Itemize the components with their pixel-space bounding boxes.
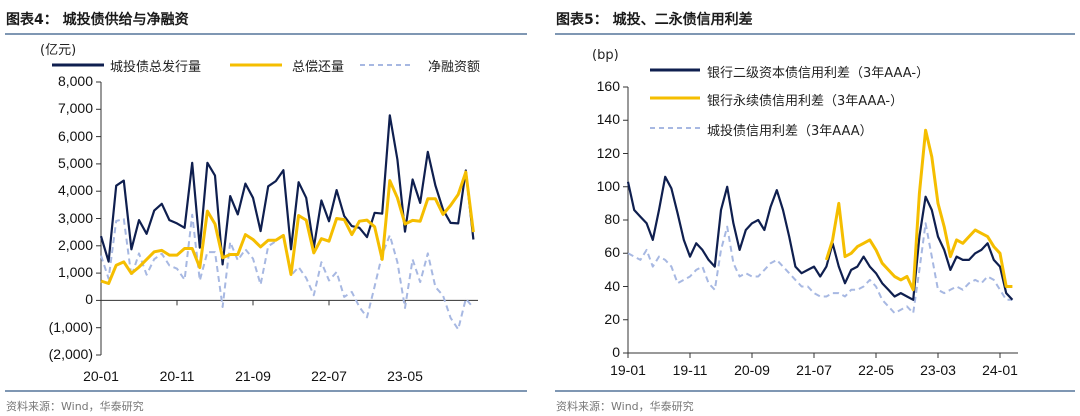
y-tick-label: 0 bbox=[85, 291, 93, 308]
legend-label-lgfv-spread: 城投债信用利差（3年AAA） bbox=[707, 124, 873, 139]
legend-label-tier2: 银行二级资本债信用利差（3年AAA-） bbox=[707, 66, 930, 81]
y-tick-label: 100 bbox=[596, 177, 620, 194]
y-tick-label: 2,000 bbox=[57, 236, 93, 253]
right-chart-title: 图表5： 城投、二永债信用利差 bbox=[556, 12, 753, 28]
x-tick-label: 19-01 bbox=[610, 362, 646, 378]
x-tick-label: 20-11 bbox=[159, 368, 195, 384]
y-tick-label: 40 bbox=[604, 277, 620, 294]
x-tick-label: 20-01 bbox=[83, 368, 119, 384]
x-tick-label: 21-07 bbox=[796, 362, 832, 378]
y-tick-label: 7,000 bbox=[57, 100, 93, 117]
left-chart-title: 图表4： 城投债供给与净融资 bbox=[6, 12, 189, 28]
y-tick-label: (2,000) bbox=[48, 346, 93, 362]
y-tick-label: (1,000) bbox=[48, 318, 93, 335]
series-line-1 bbox=[824, 128, 1013, 292]
right-bottom-rule bbox=[555, 390, 1075, 392]
left-unit-label: (亿元) bbox=[40, 43, 77, 58]
legend-label-perpetual: 银行永续债信用利差（3年AAA-） bbox=[707, 94, 904, 109]
right-source-note: 资料来源：Wind，华泰研究 bbox=[556, 400, 694, 413]
y-tick-label: 20 bbox=[604, 310, 620, 327]
legend-label-repayment: 总偿还量 bbox=[292, 60, 345, 75]
y-tick-label: 160 bbox=[596, 78, 620, 94]
x-tick-label: 21-09 bbox=[235, 368, 271, 384]
x-tick-label: 22-05 bbox=[858, 362, 894, 378]
y-tick-label: 3,000 bbox=[57, 209, 93, 226]
series-line-2 bbox=[100, 213, 475, 331]
series-line-0 bbox=[99, 114, 475, 266]
y-tick-label: 0 bbox=[612, 344, 620, 360]
x-tick-label: 19-11 bbox=[672, 362, 708, 378]
y-tick-label: 8,000 bbox=[57, 73, 93, 89]
x-tick-label: 20-09 bbox=[734, 362, 770, 378]
x-tick-label: 23-05 bbox=[387, 368, 423, 384]
left-source-note: 资料来源：Wind，华泰研究 bbox=[6, 400, 144, 413]
legend-label-issuance: 城投债总发行量 bbox=[110, 60, 202, 75]
x-tick-label: 22-07 bbox=[311, 368, 347, 384]
y-tick-label: 4,000 bbox=[57, 182, 93, 199]
x-tick-label: 24-01 bbox=[982, 362, 1018, 378]
y-tick-label: 1,000 bbox=[57, 264, 93, 281]
y-tick-label: 140 bbox=[596, 111, 620, 128]
left-title-rule bbox=[5, 33, 527, 35]
y-tick-label: 60 bbox=[604, 244, 620, 261]
series-line-0 bbox=[626, 175, 1014, 301]
right-title-rule bbox=[555, 33, 1075, 35]
right-unit-label: (bp) bbox=[592, 48, 619, 63]
left-bottom-rule bbox=[5, 390, 527, 392]
y-tick-label: 120 bbox=[596, 144, 620, 161]
x-tick-label: 23-03 bbox=[920, 362, 956, 378]
y-tick-label: 6,000 bbox=[57, 127, 93, 144]
legend-label-net-financing: 净融资额 bbox=[428, 60, 481, 75]
y-tick-label: 5,000 bbox=[57, 154, 93, 171]
series-line-2 bbox=[627, 222, 1013, 315]
y-tick-label: 80 bbox=[604, 211, 620, 227]
series-line-1 bbox=[100, 170, 475, 285]
